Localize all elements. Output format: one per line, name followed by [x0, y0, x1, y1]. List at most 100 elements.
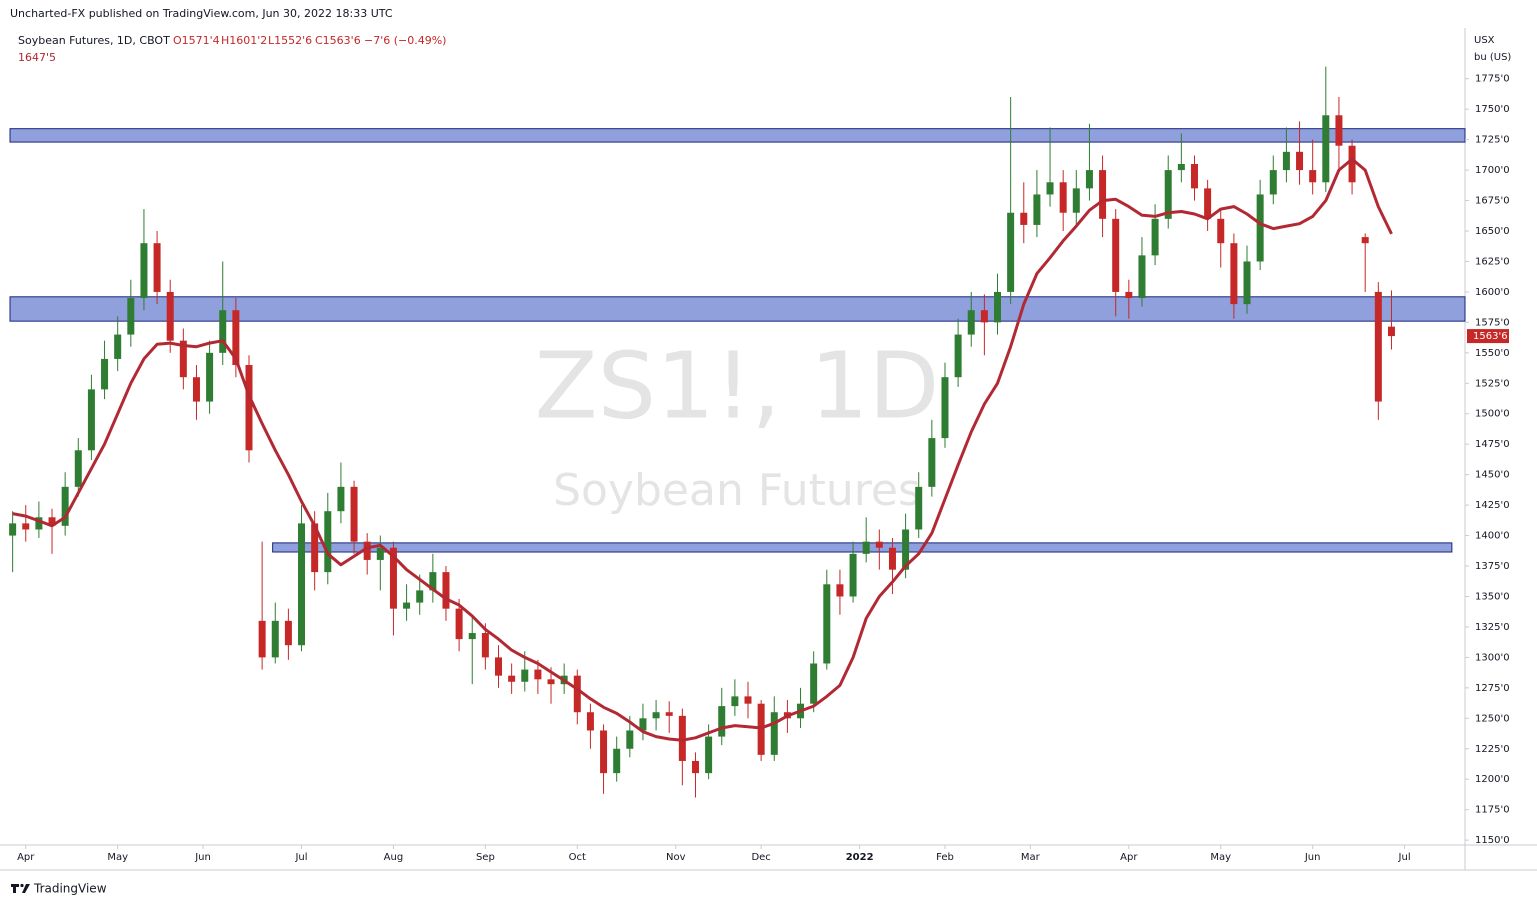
candle-body	[980, 310, 988, 323]
candle-body	[219, 310, 227, 353]
y-tick-label: 1675'0	[1475, 196, 1510, 207]
y-tick-label: 1625'0	[1475, 256, 1510, 267]
candle-body	[192, 377, 200, 402]
x-tick-label: May	[107, 852, 128, 863]
legend-open: O1571'4	[173, 34, 220, 47]
candle-body	[613, 748, 621, 774]
x-tick-label: Feb	[936, 852, 954, 863]
candle-body	[1322, 115, 1330, 183]
candle-body	[442, 572, 450, 609]
candle-body	[1164, 170, 1172, 219]
y-tick-label: 1450'0	[1475, 470, 1510, 481]
candle-body	[718, 706, 726, 737]
candle-body	[678, 715, 686, 761]
y-tick-label: 1575'0	[1475, 317, 1510, 328]
candle-body	[954, 334, 962, 378]
candle-body	[455, 608, 463, 640]
candle-body	[573, 675, 581, 713]
zone	[9, 128, 1466, 143]
candle-body	[74, 450, 82, 487]
candle-body	[337, 486, 345, 512]
y-unit: bu (US)	[1474, 52, 1511, 63]
candle-body	[888, 547, 896, 570]
candle-body	[363, 541, 371, 560]
zone	[272, 542, 1453, 553]
x-tick-label: Aug	[384, 852, 404, 863]
y-tick-label: 1425'0	[1475, 500, 1510, 511]
candle-body	[810, 663, 818, 704]
price-tag-label: 1563'6	[1473, 331, 1508, 342]
candle-body	[626, 730, 634, 749]
x-tick-label: Jul	[294, 852, 307, 863]
candle-body	[928, 438, 936, 487]
candle-body	[862, 541, 870, 554]
candle-body	[1072, 188, 1080, 213]
y-tick-label: 1750'0	[1475, 104, 1510, 115]
y-tick-label: 1175'0	[1475, 805, 1510, 816]
x-tick-label: May	[1210, 852, 1231, 863]
x-tick-label: Dec	[751, 852, 770, 863]
y-tick-label: 1550'0	[1475, 348, 1510, 359]
zone	[9, 296, 1466, 322]
candle-body	[1361, 237, 1369, 244]
y-tick-label: 1475'0	[1475, 439, 1510, 450]
candle-body	[1387, 326, 1395, 337]
candle-body	[140, 243, 148, 299]
legend-high: H1601'2	[221, 34, 267, 47]
candle-body	[87, 389, 95, 451]
candle-body	[22, 523, 30, 530]
candle-body	[114, 334, 122, 359]
candle-body	[1374, 291, 1382, 402]
candle-body	[941, 377, 949, 439]
candle-body	[206, 352, 214, 402]
y-tick-label: 1525'0	[1475, 378, 1510, 389]
candle-body	[1099, 170, 1107, 219]
tv-logo	[11, 883, 30, 893]
candle-body	[902, 529, 910, 570]
candle-body	[994, 291, 1002, 323]
y-tick-label: 1500'0	[1475, 409, 1510, 420]
candle-body	[1151, 218, 1159, 256]
x-tick-label: 2022	[846, 852, 874, 863]
candle-body	[101, 358, 109, 390]
candle-body	[481, 633, 489, 658]
candle-body	[639, 718, 647, 731]
candle-body	[967, 310, 975, 335]
candle-body	[744, 696, 752, 704]
y-tick-label: 1300'0	[1475, 652, 1510, 663]
candle-body	[770, 712, 778, 755]
candle-body	[731, 696, 739, 707]
x-tick-label: Apr	[17, 852, 35, 863]
y-tick-label: 1250'0	[1475, 713, 1510, 724]
ma-last-label: 1647'5	[18, 51, 56, 64]
candle-body	[1256, 194, 1264, 262]
candle-body	[534, 669, 542, 680]
candle-body	[416, 590, 424, 603]
x-tick-label: Nov	[666, 852, 686, 863]
candle-body	[429, 572, 437, 591]
candle-body	[849, 553, 857, 597]
candle-body	[1269, 170, 1277, 195]
x-tick-label: Jun	[194, 852, 211, 863]
candle-body	[586, 712, 594, 731]
candle-body	[823, 584, 831, 664]
y-tick-label: 1275'0	[1475, 683, 1510, 694]
candle-body	[468, 633, 476, 640]
price-tag	[1467, 329, 1509, 344]
candle-body	[61, 486, 69, 526]
y-tick-label: 1325'0	[1475, 622, 1510, 633]
candle-body	[1059, 182, 1067, 213]
candle-body	[508, 675, 516, 682]
candle-body	[350, 486, 358, 542]
x-tick-label: Oct	[569, 852, 586, 863]
candle-body	[665, 712, 673, 716]
candle-body	[1243, 261, 1251, 305]
candle-body	[153, 243, 161, 292]
candle-body	[1033, 194, 1041, 225]
candle-body	[915, 486, 923, 530]
candle-body	[245, 365, 253, 451]
candle-body	[1217, 218, 1225, 244]
candle-body	[298, 523, 306, 646]
candle-body	[376, 547, 384, 560]
